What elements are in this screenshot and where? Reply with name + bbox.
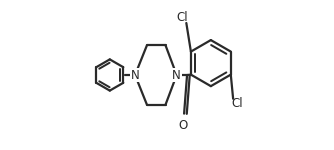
Text: O: O	[178, 119, 187, 132]
Text: N: N	[172, 69, 181, 81]
Text: N: N	[131, 69, 139, 81]
Text: Cl: Cl	[177, 11, 188, 24]
Text: Cl: Cl	[232, 97, 243, 110]
